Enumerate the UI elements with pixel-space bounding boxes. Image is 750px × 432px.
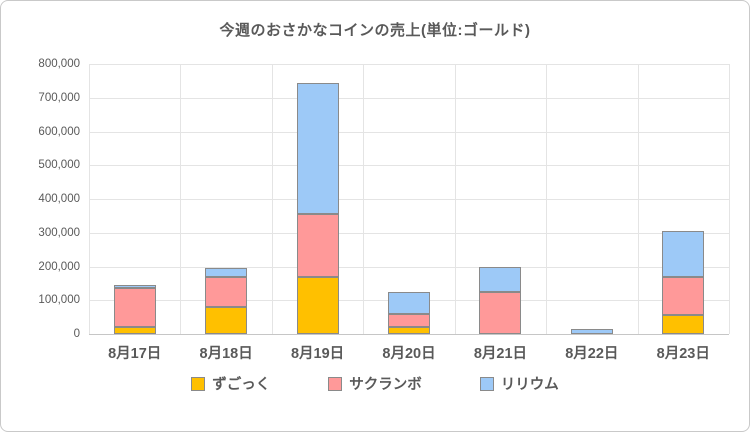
horizontal-gridline (89, 131, 729, 133)
y-axis-tick-label: 100,000 (38, 294, 80, 307)
bar-segment-ずごっく (113, 327, 156, 334)
bar-segment-リリウム (662, 231, 705, 277)
bar-segment-サクランボ (205, 276, 248, 307)
bar-segment-ずごっく (662, 315, 705, 334)
x-axis-tick-label: 8月19日 (290, 346, 345, 362)
chart-legend: ずごっく サクランボ リリウム (1, 373, 749, 394)
y-axis-tick-label: 300,000 (38, 226, 80, 239)
y-axis-tick-label: 800,000 (38, 58, 80, 70)
bar-segment-リリウム (479, 266, 522, 292)
bar-segment-リリウム (113, 285, 156, 289)
bar-segment-サクランボ (388, 313, 430, 328)
x-axis-tick-label: 8月23日 (656, 346, 710, 362)
legend-item-ずごっく: ずごっく (191, 373, 270, 394)
bar-segment-サクランボ (113, 288, 156, 328)
horizontal-gridline (89, 266, 729, 268)
y-axis-tick-label: 600,000 (38, 125, 80, 138)
chart-title: 今週のおさかなコインの売上(単位:ゴールド) (219, 22, 531, 39)
bar-segment-サクランボ (662, 276, 705, 316)
vertical-gridline (729, 64, 730, 334)
y-axis-tick-label: 200,000 (38, 260, 80, 273)
horizontal-gridline (89, 97, 729, 99)
plot-area: 0 100,000 200,000 300,000 400,000 500,000 600,… (38, 58, 730, 362)
bar-segment-ずごっく (388, 327, 430, 334)
bar-segment-ずごっく (296, 276, 339, 334)
x-axis-tick-label: 8月18日 (199, 346, 253, 362)
legend-label: サクランボ (349, 377, 422, 393)
horizontal-gridline (89, 64, 729, 65)
y-axis-tick-label: 500,000 (38, 159, 80, 172)
x-axis-tick-label: 8月17日 (108, 346, 162, 362)
horizontal-gridline (89, 199, 729, 200)
bar-segment-リリウム (296, 82, 339, 215)
bar-segment-リリウム (388, 291, 430, 314)
horizontal-gridline (89, 232, 729, 234)
x-axis-line (89, 334, 729, 335)
bar-segment-サクランボ (479, 291, 522, 334)
legend-item-サクランボ: サクランボ (328, 373, 422, 394)
legend-label: リリウム (500, 377, 559, 393)
legend-item-リリウム: リリウム (479, 373, 559, 394)
y-axis-tick-label: 400,000 (38, 193, 80, 205)
y-axis-tick-label: 0 (73, 328, 80, 340)
horizontal-gridline (89, 165, 729, 167)
x-axis-tick-label: 8月22日 (565, 346, 619, 362)
legend-swatch-icon (191, 376, 206, 391)
x-axis-tick-label: 8月21日 (473, 346, 528, 362)
legend-label: ずごっく (212, 377, 271, 393)
bar-segment-ずごっく (205, 307, 248, 334)
legend-swatch-icon (479, 376, 494, 391)
legend-swatch-icon (328, 376, 343, 391)
y-axis-tick-label: 700,000 (38, 91, 80, 104)
bar-segment-サクランボ (296, 214, 339, 277)
bar-segment-リリウム (205, 268, 248, 277)
bar-segment-リリウム (570, 328, 613, 334)
x-axis-tick-label: 8月20日 (382, 346, 436, 362)
